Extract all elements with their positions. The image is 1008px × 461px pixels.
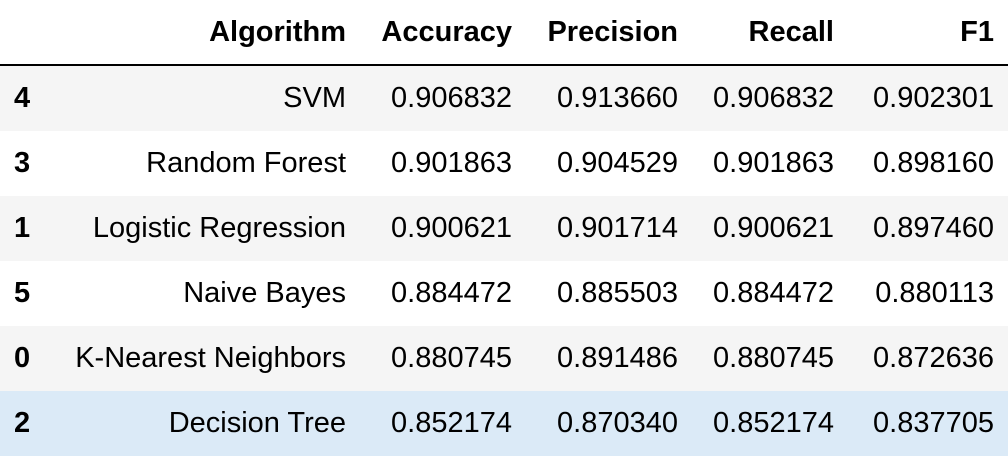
cell-recall: 0.901863 [713, 147, 834, 179]
cell-precision: 0.891486 [557, 342, 678, 374]
table-row: 3 Random Forest 0.901863 0.904529 0.9018… [0, 131, 1008, 196]
cell-precision: 0.870340 [557, 407, 678, 439]
row-index: 0 [14, 342, 31, 374]
cell-accuracy: 0.901863 [391, 147, 512, 179]
cell-algorithm: SVM [283, 82, 346, 114]
cell-recall: 0.906832 [713, 82, 834, 114]
cell-recall: 0.900621 [713, 212, 834, 244]
cell-f1: 0.898160 [873, 147, 994, 179]
cell-accuracy: 0.900621 [391, 212, 512, 244]
column-header-accuracy: Accuracy [360, 0, 526, 66]
table-row-highlighted: 2 Decision Tree 0.852174 0.870340 0.8521… [0, 391, 1008, 456]
table-row: 5 Naive Bayes 0.884472 0.885503 0.884472… [0, 261, 1008, 326]
row-index: 3 [14, 147, 31, 179]
table-header: Algorithm Accuracy Precision Recall F1 [0, 0, 1008, 66]
index-header [0, 0, 46, 66]
table-row: 4 SVM 0.906832 0.913660 0.906832 0.90230… [0, 65, 1008, 131]
cell-recall: 0.852174 [713, 407, 834, 439]
cell-accuracy: 0.884472 [391, 277, 512, 309]
cell-precision: 0.913660 [557, 82, 678, 114]
header-row: Algorithm Accuracy Precision Recall F1 [0, 0, 1008, 66]
cell-algorithm: Naive Bayes [183, 277, 346, 309]
table-body: 4 SVM 0.906832 0.913660 0.906832 0.90230… [0, 65, 1008, 456]
cell-accuracy: 0.906832 [391, 82, 512, 114]
cell-recall: 0.884472 [713, 277, 834, 309]
cell-f1: 0.902301 [873, 82, 994, 114]
column-header-precision: Precision [526, 0, 692, 66]
cell-algorithm: K-Nearest Neighbors [75, 342, 346, 374]
cell-algorithm: Decision Tree [168, 407, 346, 439]
row-index: 5 [14, 277, 31, 309]
row-index: 2 [14, 407, 31, 439]
cell-precision: 0.904529 [557, 147, 678, 179]
cell-algorithm: Random Forest [146, 147, 346, 179]
cell-f1: 0.880113 [875, 277, 994, 309]
cell-accuracy: 0.852174 [391, 407, 512, 439]
table-row: 0 K-Nearest Neighbors 0.880745 0.891486 … [0, 326, 1008, 391]
cell-f1: 0.897460 [873, 212, 994, 244]
cell-precision: 0.885503 [557, 277, 678, 309]
cell-f1: 0.837705 [873, 407, 994, 439]
table-row: 1 Logistic Regression 0.900621 0.901714 … [0, 196, 1008, 261]
column-header-recall: Recall [692, 0, 848, 66]
cell-algorithm: Logistic Regression [92, 212, 346, 244]
column-header-f1: F1 [848, 0, 1008, 66]
cell-recall: 0.880745 [713, 342, 834, 374]
cell-f1: 0.872636 [873, 342, 994, 374]
row-index: 4 [14, 82, 31, 114]
cell-precision: 0.901714 [557, 212, 678, 244]
row-index: 1 [14, 212, 31, 244]
cell-accuracy: 0.880745 [391, 342, 512, 374]
column-header-algorithm: Algorithm [46, 0, 360, 66]
